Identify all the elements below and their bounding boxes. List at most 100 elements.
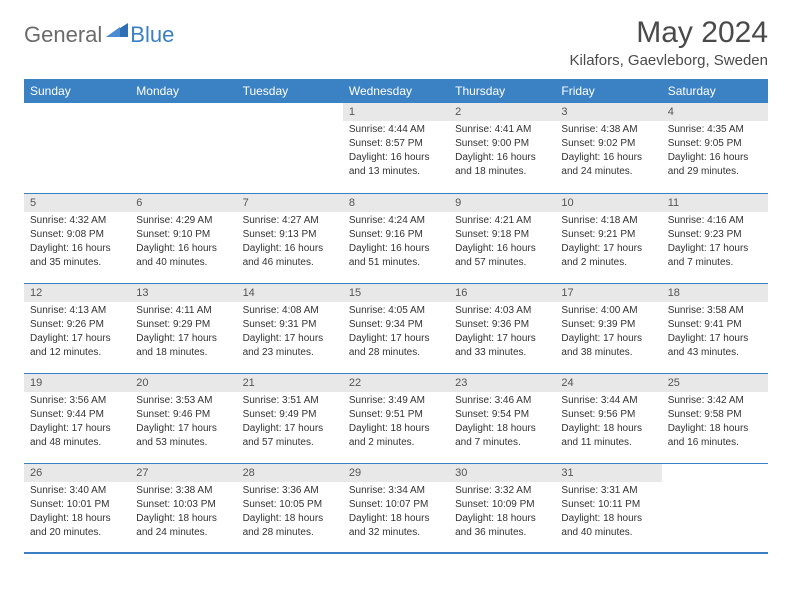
- day-cell: 14Sunrise: 4:08 AMSunset: 9:31 PMDayligh…: [237, 283, 343, 373]
- sunrise-text: Sunrise: 4:11 AM: [136, 304, 230, 317]
- day-number: 22: [343, 374, 449, 392]
- day-cell: 15Sunrise: 4:05 AMSunset: 9:34 PMDayligh…: [343, 283, 449, 373]
- day-cell: [237, 103, 343, 193]
- daylight1-text: Daylight: 17 hours: [30, 422, 124, 435]
- sunset-text: Sunset: 9:56 PM: [561, 408, 655, 421]
- sunset-text: Sunset: 9:16 PM: [349, 228, 443, 241]
- logo-triangle-icon: [106, 23, 128, 42]
- sunrise-text: Sunrise: 3:58 AM: [668, 304, 762, 317]
- day-cell: 23 Sunrise: 3:46 AMSunset: 9:54 PMDayligh…: [449, 373, 555, 463]
- day-details: Sunrise: 4:21 AMSunset: 9:18 PMDaylight:…: [449, 214, 555, 274]
- sunrise-text: Sunrise: 4:41 AM: [455, 123, 549, 136]
- day-details: Sunrise: 4:03 AMSunset: 9:36 PMDaylight:…: [449, 304, 555, 364]
- sunset-text: Sunset: 9:02 PM: [561, 137, 655, 150]
- day-details: Sunrise: 4:00 AMSunset: 9:39 PMDaylight:…: [555, 304, 661, 364]
- day-details: Sunrise: 4:41 AMSunset: 9:00 PMDaylight:…: [449, 123, 555, 183]
- day-cell: 11Sunrise: 4:16 AMSunset: 9:23 PMDayligh…: [662, 193, 768, 283]
- daylight2-text: and 43 minutes.: [668, 346, 762, 359]
- day-details: Sunrise: 4:16 AMSunset: 9:23 PMDaylight:…: [662, 214, 768, 274]
- daylight1-text: Daylight: 17 hours: [243, 332, 337, 345]
- day-details: Sunrise: 3:51 AMSunset: 9:49 PMDaylight:…: [237, 394, 343, 454]
- day-details: Sunrise: 3:38 AMSunset: 10:03 PMDaylight…: [130, 484, 236, 544]
- sunset-text: Sunset: 9:58 PM: [668, 408, 762, 421]
- day-cell: 26Sunrise: 3:40 AMSunset: 10:01 PMDaylig…: [24, 463, 130, 553]
- sunrise-text: Sunrise: 4:44 AM: [349, 123, 443, 136]
- day-details: Sunrise: 3:44 AMSunset: 9:56 PMDaylight:…: [555, 394, 661, 454]
- day-cell: 31Sunrise: 3:31 AMSunset: 10:11 PMDaylig…: [555, 463, 661, 553]
- sunset-text: Sunset: 10:01 PM: [30, 498, 124, 511]
- day-number: 6: [130, 194, 236, 212]
- daylight2-text: and 2 minutes.: [561, 256, 655, 269]
- calendar-table: Sunday Monday Tuesday Wednesday Thursday…: [24, 79, 768, 554]
- sunset-text: Sunset: 10:03 PM: [136, 498, 230, 511]
- day-number: 27: [130, 464, 236, 482]
- sunrise-text: Sunrise: 4:38 AM: [561, 123, 655, 136]
- day-details: Sunrise: 3:46 AMSunset: 9:54 PMDaylight:…: [449, 394, 555, 454]
- day-number: 5: [24, 194, 130, 212]
- daylight2-text: and 48 minutes.: [30, 436, 124, 449]
- logo: General Blue: [24, 22, 174, 48]
- daylight1-text: Daylight: 17 hours: [561, 242, 655, 255]
- day-cell: [130, 103, 236, 193]
- daylight1-text: Daylight: 18 hours: [668, 422, 762, 435]
- day-number: 30: [449, 464, 555, 482]
- daylight2-text: and 13 minutes.: [349, 165, 443, 178]
- daylight2-text: and 32 minutes.: [349, 526, 443, 539]
- daylight2-text: and 40 minutes.: [136, 256, 230, 269]
- day-number: 28: [237, 464, 343, 482]
- weekday-header: Thursday: [449, 79, 555, 103]
- day-number: 24: [555, 374, 661, 392]
- day-number: 4: [662, 103, 768, 121]
- day-cell: 7Sunrise: 4:27 AMSunset: 9:13 PMDaylight…: [237, 193, 343, 283]
- day-cell: 8Sunrise: 4:24 AMSunset: 9:16 PMDaylight…: [343, 193, 449, 283]
- day-cell: 19Sunrise: 3:56 AMSunset: 9:44 PMDayligh…: [24, 373, 130, 463]
- daylight1-text: Daylight: 17 hours: [243, 422, 337, 435]
- daylight1-text: Daylight: 17 hours: [668, 242, 762, 255]
- day-cell: 2Sunrise: 4:41 AMSunset: 9:00 PMDaylight…: [449, 103, 555, 193]
- sunrise-text: Sunrise: 4:05 AM: [349, 304, 443, 317]
- day-cell: 27 Sunrise: 3:38 AMSunset: 10:03 PMDaylig…: [130, 463, 236, 553]
- day-number: 20: [130, 374, 236, 392]
- day-cell: [662, 463, 768, 553]
- day-details: Sunrise: 4:13 AMSunset: 9:26 PMDaylight:…: [24, 304, 130, 364]
- sunrise-text: Sunrise: 4:32 AM: [30, 214, 124, 227]
- week-row: 19Sunrise: 3:56 AMSunset: 9:44 PMDayligh…: [24, 373, 768, 463]
- day-number: 23: [449, 374, 555, 392]
- sunrise-text: Sunrise: 3:53 AM: [136, 394, 230, 407]
- day-details: Sunrise: 4:24 AMSunset: 9:16 PMDaylight:…: [343, 214, 449, 274]
- day-number: 31: [555, 464, 661, 482]
- daylight1-text: Daylight: 16 hours: [349, 151, 443, 164]
- sunrise-text: Sunrise: 4:00 AM: [561, 304, 655, 317]
- day-number: 1: [343, 103, 449, 121]
- daylight1-text: Daylight: 18 hours: [349, 512, 443, 525]
- sunrise-text: Sunrise: 3:34 AM: [349, 484, 443, 497]
- daylight1-text: Daylight: 16 hours: [455, 151, 549, 164]
- daylight1-text: Daylight: 16 hours: [243, 242, 337, 255]
- daylight1-text: Daylight: 18 hours: [30, 512, 124, 525]
- day-details: Sunrise: 4:32 AMSunset: 9:08 PMDaylight:…: [24, 214, 130, 274]
- week-row: 1Sunrise: 4:44 AMSunset: 8:57 PMDaylight…: [24, 103, 768, 193]
- sunset-text: Sunset: 9:08 PM: [30, 228, 124, 241]
- day-number: 21: [237, 374, 343, 392]
- day-details: Sunrise: 4:08 AMSunset: 9:31 PMDaylight:…: [237, 304, 343, 364]
- header: General Blue May 2024 Kilafors, Gaevlebo…: [0, 0, 792, 73]
- week-row: 12 Sunrise: 4:13 AMSunset: 9:26 PMDayligh…: [24, 283, 768, 373]
- weekday-header-row: Sunday Monday Tuesday Wednesday Thursday…: [24, 79, 768, 103]
- day-details: Sunrise: 3:56 AMSunset: 9:44 PMDaylight:…: [24, 394, 130, 454]
- day-cell: 13Sunrise: 4:11 AMSunset: 9:29 PMDayligh…: [130, 283, 236, 373]
- day-cell: 1Sunrise: 4:44 AMSunset: 8:57 PMDaylight…: [343, 103, 449, 193]
- sunset-text: Sunset: 9:31 PM: [243, 318, 337, 331]
- day-number: 12: [24, 284, 130, 302]
- day-cell: 3Sunrise: 4:38 AMSunset: 9:02 PMDaylight…: [555, 103, 661, 193]
- sunrise-text: Sunrise: 3:56 AM: [30, 394, 124, 407]
- daylight2-text: and 24 minutes.: [136, 526, 230, 539]
- day-cell: 22Sunrise: 3:49 AMSunset: 9:51 PMDayligh…: [343, 373, 449, 463]
- sunrise-text: Sunrise: 4:29 AM: [136, 214, 230, 227]
- daylight2-text: and 7 minutes.: [668, 256, 762, 269]
- daylight2-text: and 18 minutes.: [455, 165, 549, 178]
- logo-text-blue: Blue: [130, 22, 174, 48]
- logo-text-general: General: [24, 22, 102, 48]
- daylight1-text: Daylight: 18 hours: [349, 422, 443, 435]
- day-number: 7: [237, 194, 343, 212]
- sunrise-text: Sunrise: 3:32 AM: [455, 484, 549, 497]
